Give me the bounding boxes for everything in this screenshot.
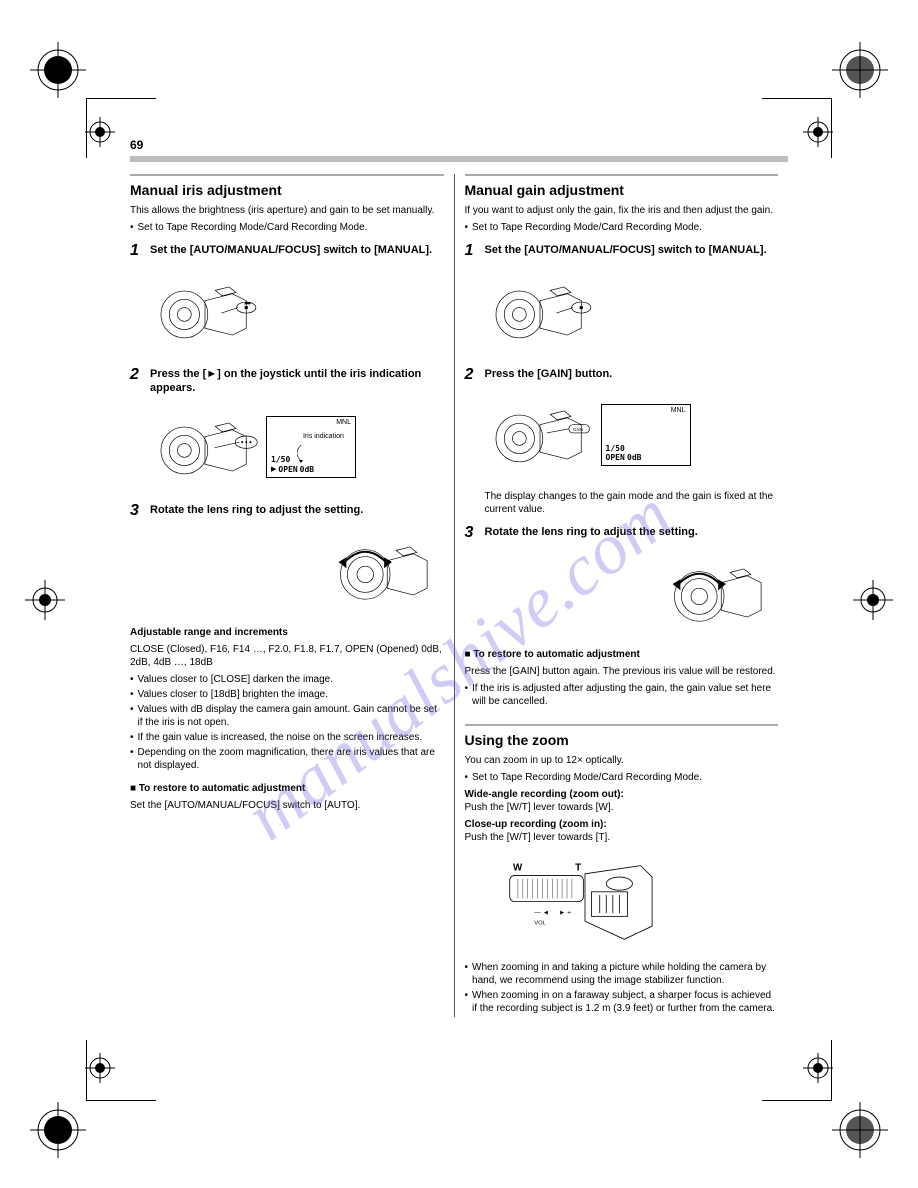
step-number: 3	[130, 502, 144, 520]
page-number: 69	[130, 138, 788, 152]
right-heading: Manual gain adjustment	[465, 174, 779, 198]
camera-icon	[485, 266, 595, 356]
zoom-figure: W T — ◄ VOL ► +	[477, 850, 779, 955]
zoom-intro: You can zoom in up to 12× optically.	[465, 754, 779, 767]
regmark-right	[843, 570, 903, 630]
manual-page: manualshive.com 69 Manual iris adjustmen…	[0, 0, 918, 1188]
zoom-note: When zooming in and taking a picture whi…	[465, 961, 779, 987]
svg-text:VOL: VOL	[534, 921, 545, 927]
camera-icon: AUTO	[150, 266, 260, 356]
svg-text:T: T	[575, 863, 581, 874]
header-bar	[130, 156, 788, 162]
step-number: 1	[130, 242, 144, 260]
step-text: Press the [GAIN] button.	[485, 366, 613, 382]
svg-text:AUTO: AUTO	[245, 302, 251, 305]
step-number: 1	[465, 242, 479, 260]
zoom-heading: Using the zoom	[465, 724, 779, 748]
content-area: 69 Manual iris adjustment This allows th…	[130, 138, 788, 1078]
zoom-wide-action: Push the [W/T] lever towards [W].	[465, 801, 779, 814]
camera-lens-ring-icon	[324, 526, 434, 616]
right-figure-2: GAIN MNL 1/50 OPEN 0dB	[485, 390, 779, 480]
zoom-close-label: Close-up recording (zoom in):	[465, 819, 607, 830]
iris-indication-label: Iris indication	[303, 433, 344, 441]
lcd-iris: OPEN	[606, 453, 625, 462]
svg-text:W: W	[513, 863, 523, 874]
zoom-crossref: Set to Tape Recording Mode/Card Recordin…	[465, 771, 779, 784]
regmark-left	[15, 570, 75, 630]
zoom-close-action: Push the [W/T] lever towards [T].	[465, 831, 779, 844]
svg-text:GAIN: GAIN	[573, 427, 583, 432]
left-heading: Manual iris adjustment	[130, 174, 444, 198]
lcd-gain: 0dB	[627, 453, 641, 462]
step-text: Press the [►] on the joystick until the …	[150, 366, 444, 396]
svg-text:— ◄: — ◄	[534, 910, 549, 917]
left-step-2: 2 Press the [►] on the joystick until th…	[130, 366, 444, 396]
zoom-note: When zooming in on a faraway subject, a …	[465, 989, 779, 1015]
left-crossref: Set to Tape Recording Mode/Card Recordin…	[130, 221, 444, 234]
left-column: Manual iris adjustment This allows the b…	[130, 166, 454, 1017]
camera-lens-ring-icon	[658, 548, 768, 638]
lcd-iris: OPEN	[278, 465, 297, 475]
lcd-mnl: MNL	[336, 419, 351, 427]
left-figure-1: AUTO	[150, 266, 444, 356]
callout-arrow-icon	[297, 443, 327, 463]
step-text: Rotate the lens ring to adjust the setti…	[150, 502, 363, 518]
lcd-display: MNL 1/50 OPEN 0dB	[601, 404, 691, 466]
right-step-2: 2 Press the [GAIN] button.	[465, 366, 779, 384]
right-intro: If you want to adjust only the gain, fix…	[465, 204, 779, 217]
left-step-1: 1 Set the [AUTO/MANUAL/FOCUS] switch to …	[130, 242, 444, 260]
left-intro: This allows the brightness (iris apertur…	[130, 204, 444, 217]
lcd-gain: 0dB	[300, 465, 314, 475]
range-title: Adjustable range and increments	[130, 626, 444, 639]
zoom-lever-icon: W T — ◄ VOL ► +	[477, 850, 657, 950]
step-number: 2	[465, 366, 479, 384]
left-step-3: 3 Rotate the lens ring to adjust the set…	[130, 502, 444, 520]
left-figure-3	[150, 526, 434, 616]
camera-icon: GAIN	[485, 390, 595, 480]
svg-text:► +: ► +	[558, 910, 570, 917]
zoom-wide-label: Wide-angle recording (zoom out):	[465, 789, 624, 800]
column-divider	[454, 174, 455, 1017]
right-restore-note: If the iris is adjusted after adjusting …	[465, 682, 779, 708]
lcd-display: MNL Iris indication 1/50 ▶ OPEN 0dB	[266, 416, 356, 478]
right-step-1: 1 Set the [AUTO/MANUAL/FOCUS] switch to …	[465, 242, 779, 260]
lcd-shutter: 1/50	[606, 444, 642, 454]
right-figure-1	[485, 266, 779, 356]
lcd-mnl: MNL	[671, 407, 686, 415]
right-crossref: Set to Tape Recording Mode/Card Recordin…	[465, 221, 779, 234]
step-number: 2	[130, 366, 144, 384]
step-text: Set the [AUTO/MANUAL/FOCUS] switch to [M…	[485, 242, 767, 258]
left-figure-2: MNL Iris indication 1/50 ▶ OPEN 0dB	[150, 402, 444, 492]
step-text: Set the [AUTO/MANUAL/FOCUS] switch to [M…	[150, 242, 432, 258]
camera-icon	[150, 402, 260, 492]
step-number: 3	[465, 524, 479, 542]
